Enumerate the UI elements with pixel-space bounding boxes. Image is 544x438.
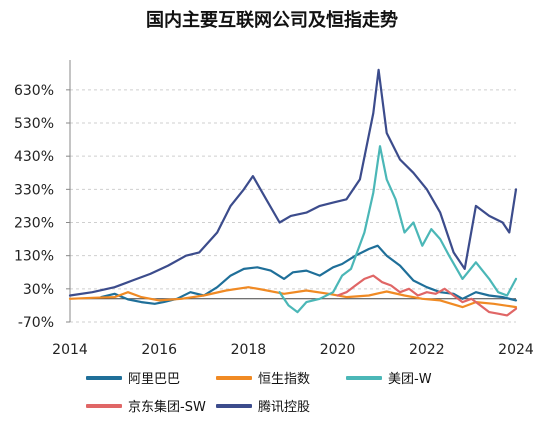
x-tick-label: 2024 bbox=[498, 342, 534, 358]
y-tick-label: 430% bbox=[14, 149, 54, 165]
legend-swatch bbox=[86, 403, 122, 408]
legend-item: 腾讯控股 bbox=[216, 396, 310, 415]
legend-item: 美团-W bbox=[346, 368, 432, 387]
y-tick-label: 30% bbox=[23, 282, 54, 298]
y-tick-label: 330% bbox=[14, 182, 54, 198]
y-tick-label: 130% bbox=[14, 249, 54, 265]
series-lines bbox=[68, 68, 518, 317]
series-line bbox=[336, 274, 518, 317]
y-tick-label: 530% bbox=[14, 116, 54, 132]
legend-item: 京东集团-SW bbox=[86, 396, 206, 415]
x-tick-label: 2020 bbox=[320, 342, 356, 358]
legend-swatch bbox=[216, 403, 252, 408]
axes bbox=[69, 60, 516, 322]
series-line bbox=[68, 68, 518, 297]
series-line bbox=[68, 286, 518, 309]
legend-swatch bbox=[346, 375, 382, 380]
legend-item: 恒生指数 bbox=[216, 368, 310, 387]
legend-label: 恒生指数 bbox=[258, 372, 311, 387]
legend-swatch bbox=[86, 375, 122, 380]
legend-label: 阿里巴巴 bbox=[128, 372, 181, 387]
x-axis-ticks: 2014 2016 2018 2020 2022 2024 bbox=[52, 342, 534, 358]
x-tick-label: 2016 bbox=[141, 342, 177, 358]
legend-label: 京东集团-SW bbox=[128, 400, 206, 415]
y-axis-ticks: 630% 530% 430% 330% 230% 130% 30% -70% bbox=[14, 83, 70, 331]
y-tick-label: -70% bbox=[18, 315, 54, 331]
legend-swatch bbox=[216, 375, 252, 380]
y-tick-label: 230% bbox=[14, 216, 54, 232]
x-tick-label: 2018 bbox=[231, 342, 267, 358]
legend-label: 腾讯控股 bbox=[258, 400, 311, 415]
legend-item: 阿里巴巴 bbox=[86, 368, 180, 387]
gridlines bbox=[70, 89, 516, 323]
x-tick-label: 2022 bbox=[409, 342, 445, 358]
legend-label: 美团-W bbox=[388, 372, 432, 387]
x-tick-label: 2014 bbox=[52, 342, 88, 358]
chart-title: 国内主要互联网公司及恒指走势 bbox=[146, 10, 398, 31]
y-tick-label: 630% bbox=[14, 83, 54, 99]
series-line bbox=[278, 145, 518, 314]
